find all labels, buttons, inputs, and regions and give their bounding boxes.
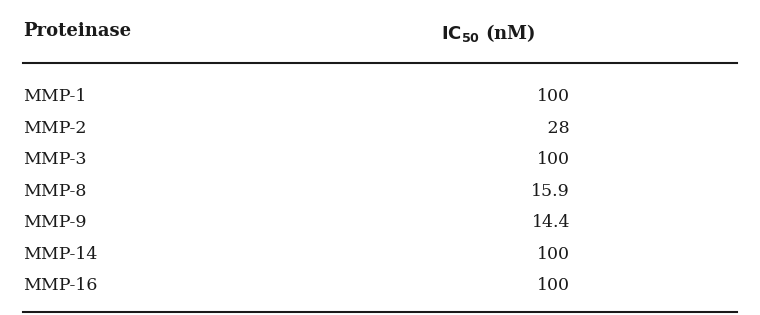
Text: MMP-2: MMP-2: [23, 120, 87, 137]
Text: 100: 100: [537, 151, 570, 168]
Text: 100: 100: [537, 277, 570, 294]
Text: 100: 100: [537, 246, 570, 263]
Text: MMP-8: MMP-8: [23, 183, 86, 200]
Text: $\mathbf{IC_{50}}$ (nM): $\mathbf{IC_{50}}$ (nM): [441, 22, 536, 44]
Text: MMP-1: MMP-1: [23, 88, 86, 105]
Text: 14.4: 14.4: [531, 214, 570, 231]
Text: 28: 28: [543, 120, 570, 137]
Text: 15.9: 15.9: [531, 183, 570, 200]
Text: MMP-9: MMP-9: [23, 214, 87, 231]
Text: MMP-16: MMP-16: [23, 277, 97, 294]
Text: MMP-14: MMP-14: [23, 246, 97, 263]
Text: Proteinase: Proteinase: [23, 22, 131, 40]
Text: 100: 100: [537, 88, 570, 105]
Text: MMP-3: MMP-3: [23, 151, 87, 168]
